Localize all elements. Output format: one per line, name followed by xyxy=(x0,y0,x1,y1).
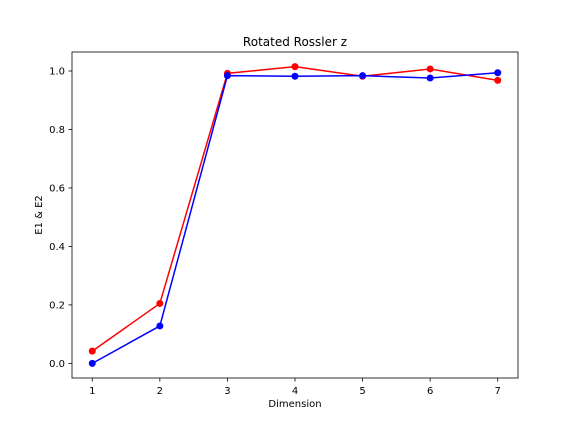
y-tick-label: 0.2 xyxy=(49,300,65,311)
x-tick-label: 5 xyxy=(359,386,365,397)
series-2-point xyxy=(359,72,367,80)
y-tick-label: 1.0 xyxy=(49,67,65,78)
chart-title: Rotated Rossler z xyxy=(243,35,347,49)
series-1-point xyxy=(156,299,164,307)
series-2-point xyxy=(156,322,164,330)
series-2-line xyxy=(91,72,498,365)
series-1-line xyxy=(91,65,498,352)
series-2-point xyxy=(426,74,434,82)
y-tick-label: 0.0 xyxy=(49,359,65,370)
plot-area xyxy=(88,63,502,367)
series-1-point xyxy=(291,63,299,71)
y-tick-label: 0.4 xyxy=(49,242,65,253)
x-tick-label: 2 xyxy=(157,386,163,397)
x-tick-label: 7 xyxy=(495,386,501,397)
series-2-point xyxy=(223,72,231,80)
series-2-point xyxy=(494,69,502,77)
x-axis: 1 2 3 4 5 6 7 xyxy=(89,378,501,397)
x-tick-label: 6 xyxy=(427,386,433,397)
y-axis: 0.0 0.2 0.4 0.6 0.8 1.0 xyxy=(49,67,72,370)
x-axis-label: Dimension xyxy=(268,399,321,410)
series-1-point xyxy=(426,65,434,73)
x-tick-label: 1 xyxy=(89,386,95,397)
series-1-point xyxy=(494,76,502,84)
series-2-point xyxy=(88,359,96,367)
y-tick-label: 0.6 xyxy=(49,183,65,194)
x-tick-label: 4 xyxy=(292,386,298,397)
series-1-point xyxy=(88,347,96,355)
y-axis-label: E1 & E2 xyxy=(34,195,45,235)
axes-frame xyxy=(71,51,519,379)
series-2-point xyxy=(291,72,299,80)
x-tick-label: 3 xyxy=(224,386,230,397)
y-tick-label: 0.8 xyxy=(49,125,65,136)
